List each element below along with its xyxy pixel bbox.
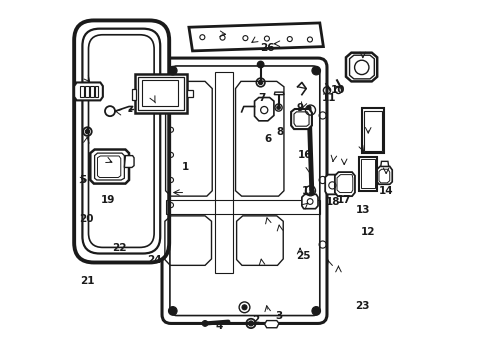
Circle shape: [85, 130, 89, 134]
Text: 11: 11: [321, 93, 335, 103]
Text: 22: 22: [111, 243, 126, 253]
Text: 3: 3: [274, 311, 282, 321]
Text: 5: 5: [79, 175, 86, 185]
Text: 13: 13: [355, 206, 369, 216]
Polygon shape: [188, 23, 323, 51]
Text: 26: 26: [260, 43, 274, 53]
Bar: [362, 108, 384, 153]
Polygon shape: [131, 89, 136, 100]
Bar: [364, 111, 382, 150]
Polygon shape: [325, 175, 339, 194]
Polygon shape: [334, 172, 354, 196]
Polygon shape: [376, 166, 391, 184]
Bar: [135, 74, 187, 113]
Text: 18: 18: [325, 197, 340, 207]
Text: 20: 20: [79, 215, 94, 224]
Text: 17: 17: [336, 195, 351, 205]
Text: 19: 19: [100, 195, 115, 205]
Circle shape: [257, 61, 264, 68]
Polygon shape: [187, 90, 192, 97]
Bar: [137, 77, 184, 110]
Text: 12: 12: [360, 227, 375, 237]
Polygon shape: [346, 53, 376, 81]
Circle shape: [168, 307, 177, 315]
Bar: [90, 86, 94, 97]
Polygon shape: [264, 320, 278, 328]
Bar: [358, 157, 376, 191]
Circle shape: [202, 320, 207, 326]
Polygon shape: [290, 109, 311, 129]
Text: 16: 16: [298, 150, 312, 160]
Text: 7: 7: [258, 93, 265, 103]
FancyBboxPatch shape: [162, 58, 326, 323]
Text: 23: 23: [355, 301, 369, 311]
Text: 15: 15: [301, 186, 316, 196]
Polygon shape: [380, 161, 388, 166]
Circle shape: [276, 106, 280, 109]
Bar: [142, 80, 178, 107]
Bar: [80, 86, 83, 97]
Text: 2: 2: [251, 315, 258, 325]
Text: 4: 4: [215, 321, 223, 331]
Circle shape: [248, 321, 253, 326]
Text: 21: 21: [80, 276, 95, 286]
FancyBboxPatch shape: [74, 21, 169, 262]
Polygon shape: [124, 156, 134, 167]
Bar: [360, 159, 374, 188]
Circle shape: [168, 66, 177, 75]
Circle shape: [258, 80, 262, 85]
Text: 8: 8: [275, 127, 283, 136]
Polygon shape: [254, 98, 273, 121]
Text: 10: 10: [330, 85, 345, 95]
Circle shape: [311, 307, 320, 315]
Text: 25: 25: [296, 251, 310, 261]
Text: 14: 14: [378, 186, 393, 196]
Polygon shape: [274, 92, 284, 95]
Text: 24: 24: [146, 255, 161, 265]
Text: 9: 9: [296, 103, 303, 113]
Bar: [94, 86, 98, 97]
Text: 6: 6: [264, 134, 271, 144]
Circle shape: [311, 66, 320, 75]
Polygon shape: [74, 82, 102, 100]
Text: 1: 1: [182, 162, 188, 172]
Circle shape: [242, 305, 246, 310]
Polygon shape: [90, 149, 129, 184]
Polygon shape: [301, 194, 317, 209]
Bar: [85, 86, 89, 97]
